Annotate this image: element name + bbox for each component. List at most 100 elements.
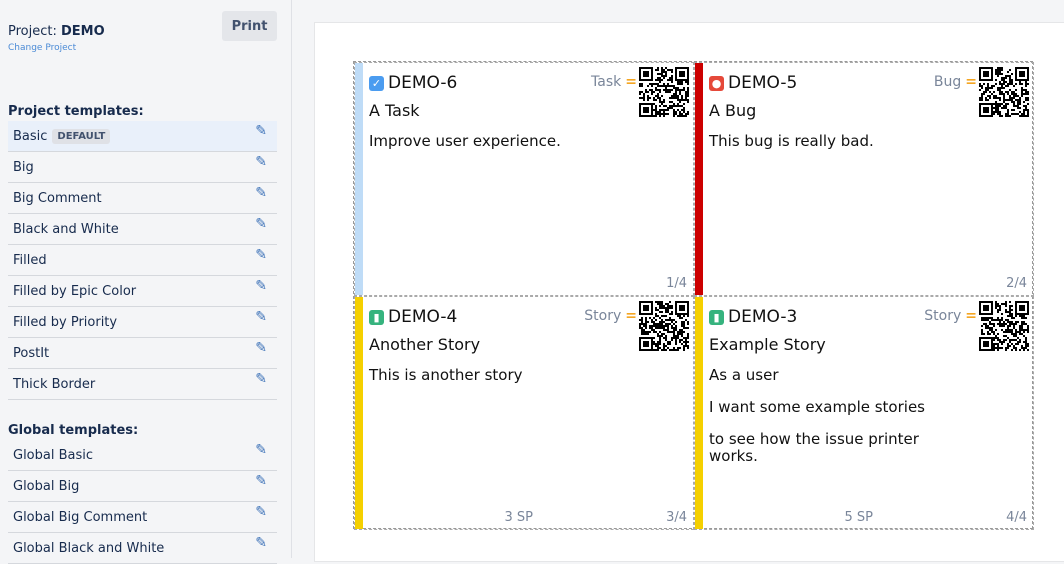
card-color-bar bbox=[695, 63, 703, 295]
qr-code-icon bbox=[979, 67, 1029, 117]
card-number: 1/4 bbox=[666, 276, 687, 291]
issue-description: This bug is really bad. bbox=[709, 133, 959, 165]
template-item[interactable]: Big ✎ bbox=[8, 152, 277, 183]
template-name: Global Big bbox=[13, 478, 80, 494]
pencil-icon[interactable]: ✎ bbox=[255, 309, 267, 325]
template-item[interactable]: Filled by Priority ✎ bbox=[8, 307, 277, 338]
pencil-icon[interactable]: ✎ bbox=[255, 216, 267, 232]
template-item[interactable]: Global Big ✎ bbox=[8, 471, 277, 502]
card-grid: ✓ DEMO-6 Task = A Task Improve user experienc… bbox=[353, 61, 1034, 530]
template-name: Thick Border bbox=[13, 376, 96, 392]
pencil-icon[interactable]: ✎ bbox=[255, 123, 267, 139]
issue-type: Story = bbox=[584, 308, 637, 324]
card-number: 2/4 bbox=[1006, 276, 1027, 291]
project-title: Project: DEMO bbox=[8, 24, 105, 39]
story-points: 3 SP bbox=[504, 510, 534, 525]
pencil-icon[interactable]: ✎ bbox=[255, 340, 267, 356]
description-line: As a user bbox=[709, 366, 779, 384]
equals-icon: = bbox=[625, 308, 637, 324]
qr-code-icon bbox=[979, 301, 1029, 351]
template-name: Big bbox=[13, 159, 34, 175]
template-item[interactable]: Global Black and White ✎ bbox=[8, 533, 277, 564]
card-number: 4/4 bbox=[1006, 510, 1027, 525]
description-line: This bug is really bad. bbox=[709, 132, 874, 150]
issue-type-text: Story bbox=[924, 308, 962, 324]
print-button[interactable]: Print bbox=[222, 11, 277, 41]
pencil-icon[interactable]: ✎ bbox=[255, 442, 267, 458]
issue-summary: Example Story bbox=[709, 335, 826, 354]
template-name: Filled by Epic Color bbox=[13, 283, 137, 299]
pencil-icon[interactable]: ✎ bbox=[255, 247, 267, 263]
issue-type-text: Task bbox=[591, 74, 622, 90]
issue-summary: A Bug bbox=[709, 101, 757, 120]
description-line: This is another story bbox=[369, 366, 523, 384]
bug-icon: ● bbox=[709, 75, 724, 91]
template-item[interactable]: Filled by Epic Color ✎ bbox=[8, 276, 277, 307]
equals-icon: = bbox=[965, 74, 977, 90]
template-name: Big Comment bbox=[13, 190, 102, 206]
pencil-icon[interactable]: ✎ bbox=[255, 278, 267, 294]
qr-code-icon bbox=[639, 67, 689, 117]
issue-summary: A Task bbox=[369, 101, 420, 120]
template-name: Filled bbox=[13, 252, 47, 268]
issue-type-text: Story bbox=[584, 308, 622, 324]
pencil-icon[interactable]: ✎ bbox=[255, 154, 267, 170]
story-points: 5 SP bbox=[844, 510, 874, 525]
template-name: Global Black and White bbox=[13, 540, 165, 556]
issue-type: Task = bbox=[591, 74, 637, 90]
pencil-icon[interactable]: ✎ bbox=[255, 371, 267, 387]
card-color-bar bbox=[355, 63, 363, 295]
issue-description: Improve user experience. bbox=[369, 133, 619, 165]
equals-icon: = bbox=[625, 74, 637, 90]
issue-card[interactable]: ▮ DEMO-3 Story = Example Story As a user I wan… bbox=[694, 296, 1034, 530]
issue-key-text: DEMO-5 bbox=[728, 73, 798, 93]
issue-card[interactable]: ● DEMO-5 Bug = A Bug This bug is really bad. 2… bbox=[694, 62, 1034, 296]
template-name: Black and White bbox=[13, 221, 119, 237]
issue-key: ▮ DEMO-3 bbox=[709, 307, 797, 327]
issue-summary: Another Story bbox=[369, 335, 481, 354]
issue-type: Bug = bbox=[934, 74, 977, 90]
template-item[interactable]: Global Basic ✎ bbox=[8, 440, 277, 471]
issue-type: Story = bbox=[924, 308, 977, 324]
issue-description: As a user I want some example stories to s… bbox=[709, 367, 959, 480]
template-item[interactable]: Big Comment ✎ bbox=[8, 183, 277, 214]
template-item[interactable]: Black and White ✎ bbox=[8, 214, 277, 245]
issue-key-text: DEMO-4 bbox=[388, 307, 458, 327]
pencil-icon[interactable]: ✎ bbox=[255, 504, 267, 520]
template-item[interactable]: PostIt ✎ bbox=[8, 338, 277, 369]
card-color-bar bbox=[355, 297, 363, 529]
card-color-bar bbox=[695, 297, 703, 529]
qr-code-icon bbox=[639, 301, 689, 351]
issue-key-text: DEMO-6 bbox=[388, 73, 458, 93]
template-name: PostIt bbox=[13, 345, 50, 361]
template-item[interactable]: Basic DEFAULT ✎ bbox=[8, 121, 277, 152]
sidebar: Project: DEMO Change Project Print Proje… bbox=[0, 0, 292, 564]
template-item[interactable]: Thick Border ✎ bbox=[8, 369, 277, 400]
equals-icon: = bbox=[965, 308, 977, 324]
project-name: DEMO bbox=[61, 24, 105, 39]
change-project-link[interactable]: Change Project bbox=[8, 43, 77, 53]
description-line: I want some example stories bbox=[709, 398, 925, 416]
issue-description: This is another story bbox=[369, 367, 619, 399]
issue-type-text: Bug bbox=[933, 74, 962, 90]
template-name: Basic bbox=[13, 128, 48, 144]
issue-card[interactable]: ▮ DEMO-4 Story = Another Story This is anothe… bbox=[354, 296, 694, 530]
template-item[interactable]: Global Big Comment ✎ bbox=[8, 502, 277, 533]
template-name: Filled by Priority bbox=[13, 314, 118, 330]
issue-key: ● DEMO-5 bbox=[709, 73, 797, 93]
default-badge: DEFAULT bbox=[52, 128, 111, 144]
bookmark-icon: ▮ bbox=[709, 309, 724, 325]
project-templates-heading: Project templates: bbox=[8, 104, 144, 119]
template-name: Global Basic bbox=[13, 447, 94, 463]
pencil-icon[interactable]: ✎ bbox=[255, 473, 267, 489]
template-item[interactable]: Filled ✎ bbox=[8, 245, 277, 276]
pencil-icon[interactable]: ✎ bbox=[255, 535, 267, 551]
issue-key: ▮ DEMO-4 bbox=[369, 307, 457, 327]
pencil-icon[interactable]: ✎ bbox=[255, 185, 267, 201]
project-templates-list: Basic DEFAULT ✎ Big ✎ Big Comment ✎ Black and W… bbox=[8, 121, 277, 400]
template-name: Global Big Comment bbox=[13, 509, 148, 525]
description-line: Improve user experience. bbox=[369, 132, 561, 150]
issue-card[interactable]: ✓ DEMO-6 Task = A Task Improve user experienc… bbox=[354, 62, 694, 296]
card-number: 3/4 bbox=[666, 510, 687, 525]
checkbox-icon: ✓ bbox=[369, 75, 384, 91]
